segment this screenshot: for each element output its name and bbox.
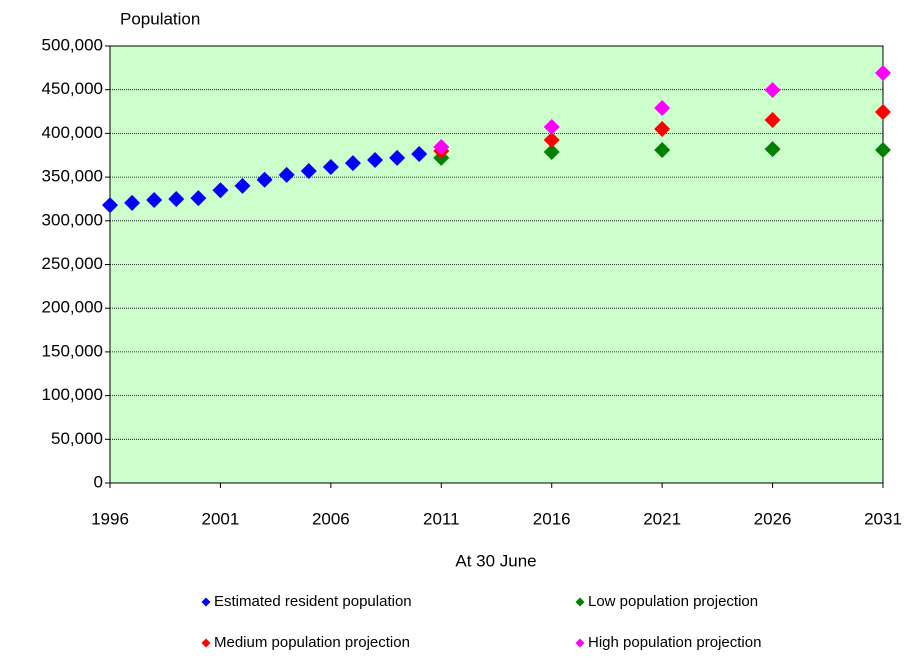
- marker: [278, 166, 295, 183]
- marker: [543, 132, 560, 149]
- y-tick-label: 200,000: [42, 298, 103, 317]
- y-tick-label: 0: [94, 472, 103, 491]
- y-tick-label: 100,000: [42, 385, 103, 404]
- marker: [190, 190, 207, 207]
- x-tick-label: 2021: [643, 509, 681, 528]
- marker: [322, 158, 339, 175]
- marker: [764, 81, 781, 98]
- legend-marker: [575, 638, 585, 648]
- marker: [875, 142, 891, 159]
- marker: [654, 121, 671, 138]
- marker: [102, 197, 118, 214]
- x-tick-label: 2001: [202, 509, 240, 528]
- marker: [411, 146, 428, 163]
- marker: [146, 191, 163, 208]
- legend-marker: [201, 638, 211, 648]
- x-tick-label: 2016: [533, 509, 571, 528]
- marker: [168, 190, 185, 207]
- legend-label: Medium population projection: [214, 634, 410, 651]
- marker: [389, 149, 406, 166]
- marker: [543, 119, 560, 136]
- marker: [256, 171, 273, 188]
- legend-marker: [575, 597, 585, 607]
- x-tick-label: 2031: [864, 509, 902, 528]
- marker: [344, 155, 361, 172]
- marker: [212, 182, 229, 199]
- legend-label: Low population projection: [588, 593, 758, 610]
- y-tick-label: 400,000: [42, 123, 103, 142]
- marker: [433, 139, 450, 156]
- y-tick-label: 300,000: [42, 210, 103, 229]
- marker: [300, 162, 317, 179]
- y-tick-label: 50,000: [51, 429, 103, 448]
- marker: [654, 142, 671, 159]
- legend-marker: [201, 597, 211, 607]
- y-axis-title: Population: [120, 9, 200, 28]
- x-tick-label: 1996: [91, 509, 129, 528]
- marker: [764, 141, 781, 158]
- marker: [367, 151, 384, 168]
- marker: [875, 103, 891, 120]
- y-tick-label: 250,000: [42, 254, 103, 273]
- marker: [543, 144, 560, 161]
- marker: [764, 112, 781, 129]
- x-axis-title: At 30 June: [455, 551, 536, 570]
- x-tick-label: 2006: [312, 509, 350, 528]
- y-tick-label: 350,000: [42, 167, 103, 186]
- legend-label: Estimated resident population: [214, 593, 412, 610]
- y-tick-label: 150,000: [42, 341, 103, 360]
- marker: [124, 194, 141, 211]
- x-tick-label: 2026: [754, 509, 792, 528]
- legend-label: High population projection: [588, 634, 761, 651]
- y-tick-label: 450,000: [42, 79, 103, 98]
- x-tick-label: 2011: [423, 509, 460, 528]
- y-tick-label: 500,000: [42, 35, 103, 54]
- marker: [234, 177, 251, 194]
- marker: [654, 100, 671, 117]
- marker: [875, 65, 891, 82]
